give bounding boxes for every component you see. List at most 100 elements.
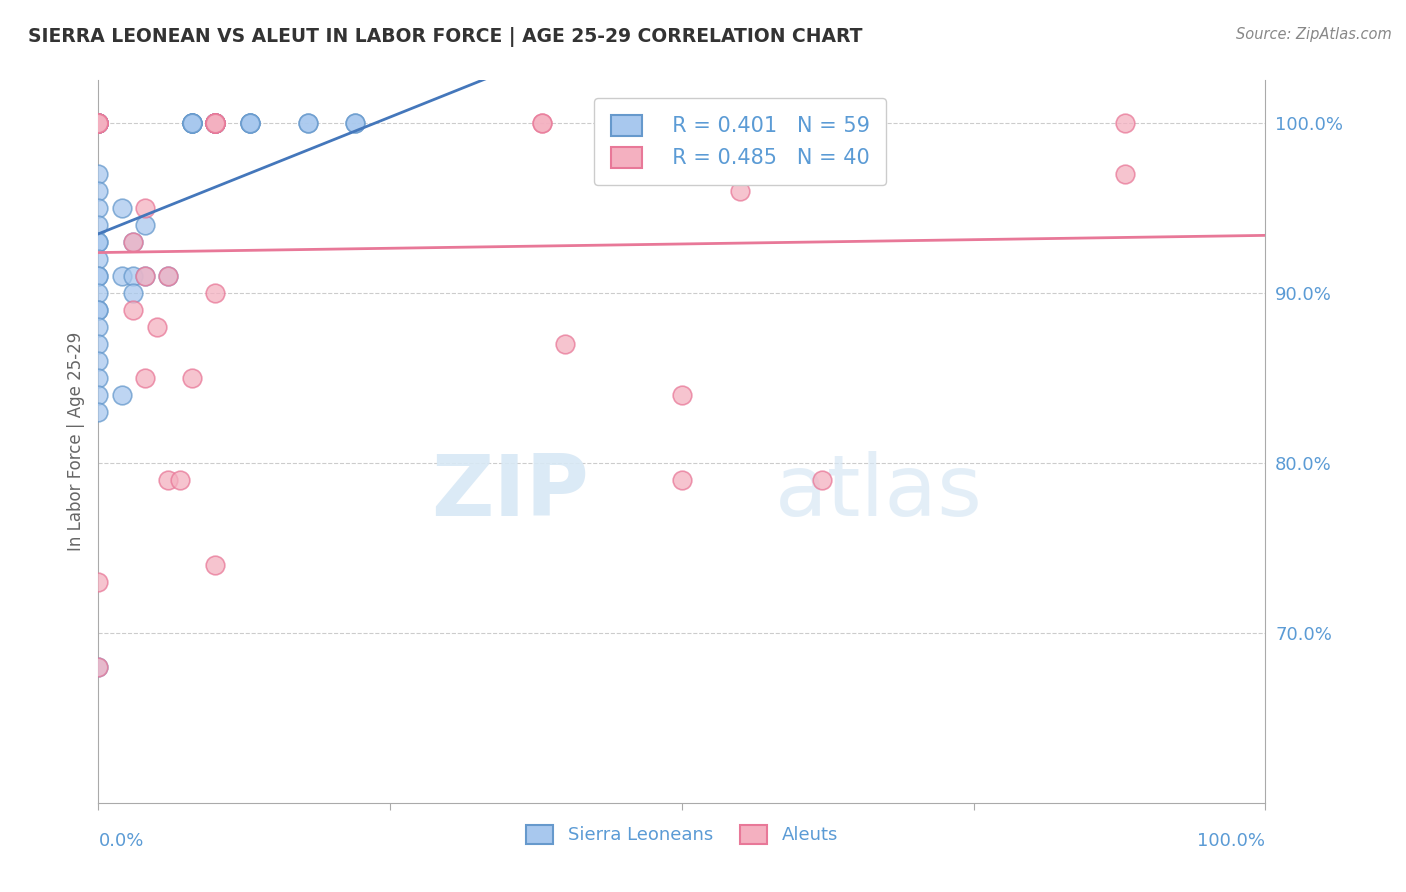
- Point: [730, 184, 752, 198]
- Point: [157, 268, 180, 283]
- Point: [157, 268, 180, 283]
- Point: [204, 116, 226, 130]
- Point: [134, 268, 156, 283]
- Point: [204, 558, 226, 572]
- Point: [87, 302, 110, 317]
- Point: [204, 116, 226, 130]
- Point: [87, 235, 110, 249]
- Point: [297, 116, 319, 130]
- Point: [297, 116, 319, 130]
- Point: [87, 268, 110, 283]
- Point: [87, 405, 110, 419]
- Point: [157, 473, 180, 487]
- Point: [122, 268, 145, 283]
- Point: [87, 116, 110, 130]
- Point: [344, 116, 367, 130]
- Point: [87, 235, 110, 249]
- Point: [111, 268, 134, 283]
- Point: [204, 285, 226, 300]
- Point: [204, 116, 226, 130]
- Point: [204, 116, 226, 130]
- Point: [87, 116, 110, 130]
- Point: [554, 336, 576, 351]
- Point: [87, 184, 110, 198]
- Text: SIERRA LEONEAN VS ALEUT IN LABOR FORCE | AGE 25-29 CORRELATION CHART: SIERRA LEONEAN VS ALEUT IN LABOR FORCE |…: [28, 27, 863, 46]
- Legend: Sierra Leoneans, Aleuts: Sierra Leoneans, Aleuts: [519, 818, 845, 852]
- Point: [134, 218, 156, 232]
- Point: [87, 116, 110, 130]
- Point: [87, 660, 110, 674]
- Point: [180, 116, 202, 130]
- Point: [111, 201, 134, 215]
- Point: [530, 116, 553, 130]
- Text: 0.0%: 0.0%: [98, 831, 143, 850]
- Point: [787, 116, 810, 130]
- Point: [87, 116, 110, 130]
- Point: [87, 218, 110, 232]
- Point: [344, 116, 367, 130]
- Point: [180, 116, 202, 130]
- Text: 100.0%: 100.0%: [1198, 831, 1265, 850]
- Point: [122, 235, 145, 249]
- Point: [87, 252, 110, 266]
- Point: [239, 116, 262, 130]
- Point: [204, 116, 226, 130]
- Text: Source: ZipAtlas.com: Source: ZipAtlas.com: [1236, 27, 1392, 42]
- Point: [122, 302, 145, 317]
- Point: [811, 116, 834, 130]
- Point: [811, 473, 834, 487]
- Point: [204, 116, 226, 130]
- Point: [87, 116, 110, 130]
- Point: [204, 116, 226, 130]
- Point: [87, 574, 110, 589]
- Point: [87, 371, 110, 385]
- Point: [169, 473, 191, 487]
- Point: [111, 388, 134, 402]
- Point: [87, 201, 110, 215]
- Point: [146, 319, 169, 334]
- Point: [87, 116, 110, 130]
- Point: [87, 388, 110, 402]
- Point: [671, 388, 693, 402]
- Point: [87, 336, 110, 351]
- Point: [87, 167, 110, 181]
- Point: [671, 473, 693, 487]
- Point: [204, 116, 226, 130]
- Point: [87, 116, 110, 130]
- Point: [87, 116, 110, 130]
- Point: [87, 660, 110, 674]
- Point: [87, 302, 110, 317]
- Point: [204, 116, 226, 130]
- Point: [180, 116, 202, 130]
- Point: [122, 235, 145, 249]
- Point: [87, 285, 110, 300]
- Point: [239, 116, 262, 130]
- Point: [87, 116, 110, 130]
- Point: [87, 116, 110, 130]
- Point: [87, 116, 110, 130]
- Point: [1114, 116, 1136, 130]
- Point: [122, 285, 145, 300]
- Point: [87, 268, 110, 283]
- Point: [134, 268, 156, 283]
- Point: [204, 116, 226, 130]
- Point: [180, 371, 202, 385]
- Point: [204, 116, 226, 130]
- Point: [204, 116, 226, 130]
- Point: [1114, 167, 1136, 181]
- Point: [204, 116, 226, 130]
- Text: atlas: atlas: [775, 450, 983, 533]
- Point: [134, 201, 156, 215]
- Point: [87, 353, 110, 368]
- Point: [87, 116, 110, 130]
- Point: [204, 116, 226, 130]
- Point: [204, 116, 226, 130]
- Point: [87, 116, 110, 130]
- Point: [87, 319, 110, 334]
- Point: [87, 116, 110, 130]
- Point: [239, 116, 262, 130]
- Point: [180, 116, 202, 130]
- Point: [204, 116, 226, 130]
- Point: [87, 116, 110, 130]
- Point: [134, 371, 156, 385]
